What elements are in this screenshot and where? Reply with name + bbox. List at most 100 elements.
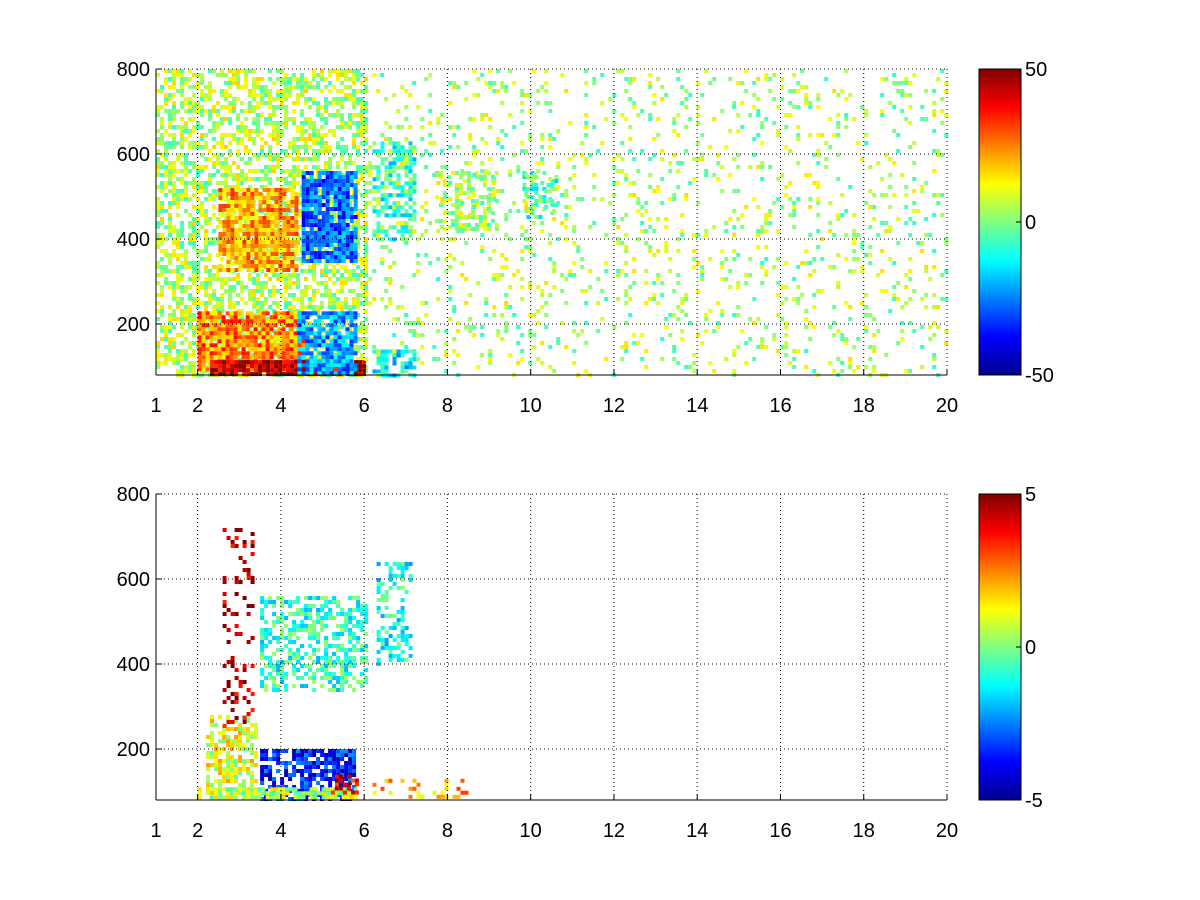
heatmap-cell (576, 197, 581, 201)
heatmap-cell (528, 285, 533, 289)
heatmap-cell (313, 319, 318, 324)
heatmap-cell (308, 285, 312, 289)
heatmap-cell (288, 277, 292, 281)
heatmap-cell (172, 109, 176, 113)
heatmap-cell (776, 229, 781, 233)
heatmap-cell (660, 337, 665, 341)
heatmap-cell (205, 335, 210, 340)
heatmap-cell (572, 165, 577, 169)
heatmap-cell (796, 265, 801, 269)
heatmap-cell (200, 249, 204, 253)
heatmap-cell (732, 157, 737, 161)
heatmap-cell (250, 192, 255, 196)
heatmap-cell (732, 369, 737, 373)
heatmap-cell (262, 232, 267, 236)
heatmap-cell (528, 245, 533, 249)
heatmap-cell (448, 145, 453, 149)
heatmap-cell (482, 207, 487, 211)
heatmap-cell (420, 205, 425, 209)
heatmap-cell (252, 141, 256, 145)
heatmap-cell (308, 305, 312, 309)
heatmap-cell (337, 199, 342, 203)
heatmap-cell (444, 369, 449, 373)
heatmap-cell (230, 268, 235, 272)
heatmap-cell (212, 305, 216, 309)
heatmap-cell (240, 85, 244, 89)
heatmap-cell (317, 335, 322, 340)
heatmap-cell (309, 223, 314, 227)
heatmap-cell (652, 153, 657, 157)
heatmap-cell (240, 181, 244, 185)
heatmap-cell (301, 227, 306, 231)
heatmap-cell (192, 233, 196, 237)
heatmap-cell (329, 239, 334, 243)
heatmap-cell (274, 192, 279, 196)
heatmap-cell (400, 353, 405, 358)
heatmap-cell (672, 345, 677, 349)
heatmap-cell (337, 211, 342, 215)
heatmap-cell (636, 341, 641, 345)
heatmap-cell (436, 277, 441, 281)
heatmap-cell (408, 357, 413, 362)
heatmap-cell (612, 217, 617, 221)
heatmap-cell (372, 177, 377, 182)
heatmap-cell (488, 257, 493, 261)
heatmap-cell (432, 141, 437, 145)
heatmap-cell (488, 69, 493, 73)
heatmap-cell (368, 277, 373, 281)
heatmap-cell (208, 129, 212, 133)
heatmap-cell (290, 372, 295, 377)
heatmap-cell (392, 353, 397, 357)
heatmap-cell (258, 200, 263, 204)
heatmap-cell (204, 145, 208, 149)
heatmap-cell (476, 365, 481, 369)
heatmap-cell (616, 69, 621, 73)
heatmap-cell (305, 259, 310, 263)
heatmap-cell (266, 204, 271, 208)
heatmap-cell (281, 343, 286, 348)
heatmap-cell (220, 105, 224, 109)
heatmap-cell (172, 185, 176, 189)
heatmap-cell (376, 225, 381, 230)
heatmap-cell (192, 297, 196, 301)
heatmap-cell (240, 285, 244, 289)
heatmap-cell (384, 169, 389, 174)
heatmap-cell (448, 285, 453, 289)
heatmap-cell (246, 220, 251, 224)
heatmap-cell (238, 208, 243, 212)
heatmap-cell (216, 321, 220, 325)
heatmap-cell (180, 161, 184, 165)
heatmap-cell (292, 149, 296, 153)
heatmap-cell (416, 237, 421, 241)
heatmap-cell (404, 365, 409, 370)
heatmap-cell (508, 209, 513, 213)
heatmap-cell (276, 89, 280, 93)
heatmap-cell (160, 273, 164, 277)
heatmap-cell (520, 349, 525, 353)
heatmap-cell (572, 261, 577, 265)
heatmap-cell (241, 327, 246, 332)
heatmap-cell (540, 133, 545, 137)
heatmap-cell (624, 89, 629, 93)
heatmap-cell (468, 137, 473, 141)
heatmap-cell (274, 196, 279, 200)
heatmap-cell (176, 89, 180, 93)
heatmap-cell (309, 219, 314, 223)
heatmap-cell (184, 337, 188, 341)
heatmap-cell (164, 169, 168, 173)
heatmap-cell (270, 204, 275, 208)
heatmap-cell (400, 165, 405, 170)
heatmap-cell (530, 183, 535, 187)
heatmap-cell (260, 89, 264, 93)
heatmap-cell (176, 297, 180, 301)
heatmap-cell (248, 297, 252, 301)
heatmap-cell (192, 365, 196, 369)
heatmap-cell (180, 117, 184, 121)
heatmap-cell (220, 313, 224, 317)
heatmap-cell (333, 187, 338, 191)
heatmap-cell (164, 93, 168, 97)
heatmap-cell (245, 355, 250, 360)
heatmap-cell (160, 133, 164, 137)
heatmap-cell (286, 268, 291, 272)
heatmap-cell (474, 199, 479, 203)
